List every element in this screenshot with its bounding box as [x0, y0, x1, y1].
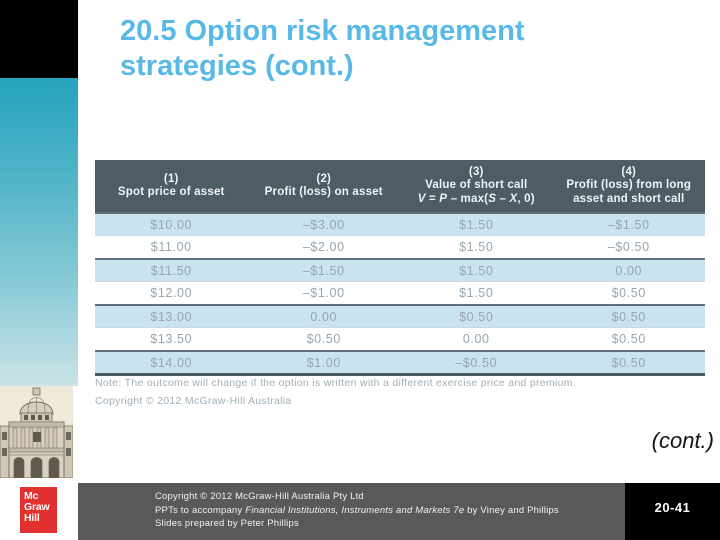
book-title: Financial Institutions, Instruments and …	[245, 504, 465, 516]
cell-combined-profit: $0.50	[611, 309, 646, 324]
logo-line: Mc	[24, 490, 39, 502]
cell-short-call-value: $1.50	[459, 240, 494, 254]
cell-short-call-value: $1.50	[459, 263, 494, 278]
cell-combined-profit: –$0.50	[607, 240, 650, 254]
corner-black-block	[0, 0, 78, 78]
cell-combined-profit: $0.50	[611, 355, 646, 370]
slide-title-line2: strategies (cont.)	[120, 50, 354, 82]
short-call-value-formula: V = P – max(S – X, 0)	[417, 192, 535, 205]
cell-profit-asset: –$1.00	[302, 286, 345, 300]
cell-spot-price: $13.50	[150, 332, 193, 346]
cell-profit-asset: –$1.50	[302, 263, 345, 278]
footer-line3: Slides prepared by Peter Phillips	[155, 518, 299, 529]
slide-number-box: 20-41	[625, 483, 720, 540]
slide-number: 20-41	[654, 500, 691, 515]
cell-combined-profit: –$1.50	[607, 217, 650, 232]
table-row: $11.50 –$1.50 $1.50 0.00	[95, 258, 705, 281]
cell-short-call-value: $1.50	[459, 217, 494, 232]
table-note: Note: The outcome will change if the opt…	[95, 377, 577, 389]
building-illustration-image	[0, 386, 74, 479]
footer-line2: PPTs to accompany Financial Institutions…	[155, 504, 559, 516]
cell-spot-price: $12.00	[150, 286, 193, 300]
cell-profit-asset: –$3.00	[302, 217, 345, 232]
cell-short-call-value: $1.50	[459, 286, 494, 300]
cell-short-call-value: $0.50	[459, 309, 494, 324]
cell-spot-price: $14.00	[150, 355, 193, 370]
cell-profit-asset: $0.50	[306, 332, 341, 346]
footer-line1: Copyright © 2012 McGraw-Hill Australia P…	[155, 491, 364, 502]
logo-line: Hill	[24, 512, 40, 524]
table-header-col2: (2) Profit (loss) on asset	[264, 172, 383, 199]
mcgraw-hill-logo: Mc Graw Hill	[20, 487, 57, 533]
teal-gradient-strip	[0, 78, 78, 386]
cell-spot-price: $10.00	[150, 217, 193, 232]
table-row: $14.00 $1.00 –$0.50 $0.50	[95, 350, 705, 373]
table-header-row: (1) Spot price of asset (2) Profit (loss…	[95, 160, 705, 212]
slide-title: 20.5 Option risk management strategies (…	[120, 14, 620, 84]
cell-short-call-value: 0.00	[462, 332, 490, 346]
table-header-col4: (4) Profit (loss) from long asset and sh…	[566, 165, 692, 205]
option-payoff-table: (1) Spot price of asset (2) Profit (loss…	[95, 160, 705, 376]
table-row: $12.00 –$1.00 $1.50 $0.50	[95, 281, 705, 304]
logo-line: Graw	[24, 501, 50, 513]
continued-label: (cont.)	[651, 428, 714, 453]
cell-profit-asset: 0.00	[310, 309, 338, 324]
cell-combined-profit: 0.00	[615, 263, 643, 278]
table-header-col1: (1) Spot price of asset	[117, 172, 225, 199]
cell-profit-asset: –$2.00	[302, 240, 345, 254]
slide-title-line1: 20.5 Option risk management	[120, 15, 525, 47]
footer-bar: Copyright © 2012 McGraw-Hill Australia P…	[78, 483, 720, 540]
cell-profit-asset: $1.00	[306, 355, 341, 370]
footer-credits: Copyright © 2012 McGraw-Hill Australia P…	[155, 490, 615, 531]
table-row: $10.00 –$3.00 $1.50 –$1.50	[95, 212, 705, 235]
table-copyright: Copyright © 2012 McGraw-Hill Australia	[95, 395, 292, 407]
cell-spot-price: $11.00	[150, 240, 192, 254]
table-row: $13.50 $0.50 0.00 $0.50	[95, 327, 705, 350]
table-row: $13.00 0.00 $0.50 $0.50	[95, 304, 705, 327]
table-header-col3: (3) Value of short call V = P – max(S – …	[417, 165, 535, 205]
cell-short-call-value: –$0.50	[455, 355, 498, 370]
cell-spot-price: $11.50	[150, 263, 192, 278]
table-row: $11.00 –$2.00 $1.50 –$0.50	[95, 235, 705, 258]
cell-combined-profit: $0.50	[611, 332, 646, 346]
cell-spot-price: $13.00	[150, 309, 193, 324]
cell-combined-profit: $0.50	[611, 286, 646, 300]
